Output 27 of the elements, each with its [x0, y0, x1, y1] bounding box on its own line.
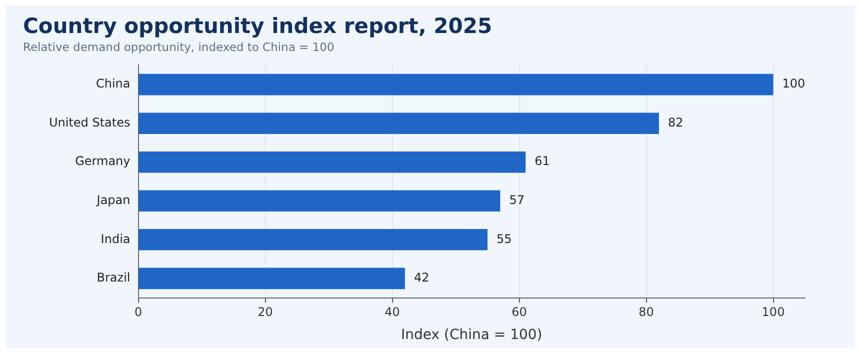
y-tick-label: India	[100, 232, 130, 246]
bar	[138, 112, 659, 134]
bar	[138, 190, 500, 212]
data-label: 42	[414, 270, 430, 285]
x-tick-label: 40	[384, 305, 400, 320]
chart-subtitle: Relative demand opportunity, indexed to China = 100	[23, 40, 334, 54]
data-label: 82	[668, 115, 684, 130]
x-tick-label: 100	[762, 305, 785, 320]
x-axis-title: Index (China = 100)	[400, 327, 542, 344]
data-label: 61	[534, 154, 550, 168]
bar	[138, 151, 526, 173]
y-tick-label: Germany	[75, 154, 130, 168]
data-label: 57	[509, 193, 524, 208]
bar	[138, 268, 405, 290]
x-tick-label: 0	[134, 305, 142, 320]
data-label: 100	[782, 76, 806, 91]
x-tick-label: 60	[512, 305, 527, 320]
x-tick-label: 80	[638, 305, 654, 320]
x-tick-label: 20	[258, 305, 273, 320]
y-tick-label: China	[96, 76, 130, 91]
chart-title: Country opportunity index report, 2025	[23, 14, 492, 38]
bar	[138, 74, 774, 96]
y-tick-label: Brazil	[96, 270, 130, 285]
bar	[138, 228, 488, 250]
y-tick-label: Japan	[96, 193, 130, 208]
y-tick-label: United States	[48, 115, 130, 130]
data-label: 55	[496, 232, 512, 246]
